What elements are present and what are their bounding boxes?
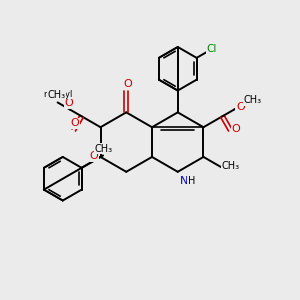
Text: CH₃: CH₃ (221, 161, 239, 171)
Text: CH₃: CH₃ (48, 89, 66, 100)
Text: Cl: Cl (207, 44, 217, 54)
Text: O: O (232, 124, 241, 134)
Text: N: N (179, 176, 188, 186)
Text: O: O (123, 79, 132, 88)
Text: O: O (70, 118, 79, 128)
Text: methyl: methyl (43, 90, 72, 99)
Text: O: O (64, 98, 73, 108)
Text: O: O (89, 152, 98, 161)
Text: CH₃: CH₃ (94, 143, 112, 154)
Text: H: H (188, 176, 195, 186)
Text: CH₃: CH₃ (243, 95, 261, 106)
Text: O: O (236, 102, 245, 112)
